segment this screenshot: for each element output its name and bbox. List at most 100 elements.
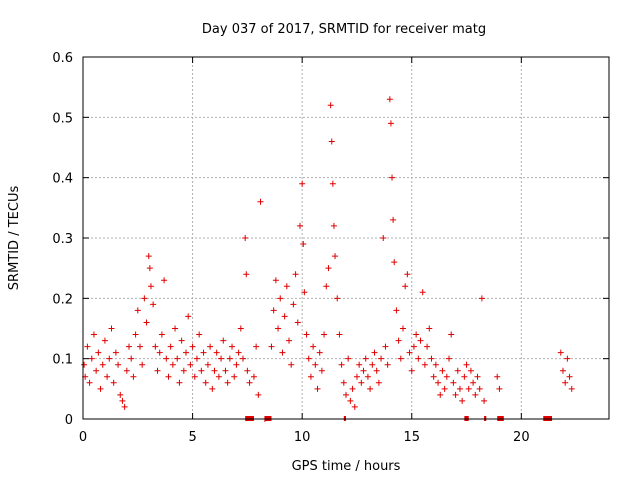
data-point <box>187 361 194 368</box>
data-point <box>268 343 275 350</box>
data-point <box>204 361 211 368</box>
data-point <box>134 307 141 314</box>
data-point <box>220 337 227 344</box>
y-tick-label: 0.5 <box>52 111 73 126</box>
data-point <box>340 379 347 386</box>
data-point <box>323 283 330 290</box>
data-point <box>448 331 455 338</box>
data-point <box>406 349 413 356</box>
data-point <box>452 391 459 398</box>
data-point <box>402 283 409 290</box>
data-point <box>404 271 411 278</box>
data-point <box>286 337 293 344</box>
data-point <box>294 319 301 326</box>
data-point <box>257 198 264 205</box>
data-point <box>338 361 345 368</box>
x-axis-ticks: 0 5 10 15 20 <box>79 57 530 445</box>
y-tick-label: 0.6 <box>52 51 73 66</box>
data-point <box>410 343 417 350</box>
data-point <box>387 120 394 127</box>
data-point <box>174 355 181 362</box>
data-point <box>193 355 200 362</box>
data-point <box>415 355 422 362</box>
data-point <box>437 391 444 398</box>
y-tick-label: 0.1 <box>52 353 73 368</box>
x-tick-label: 0 <box>79 430 87 445</box>
data-point <box>290 301 297 308</box>
data-point <box>235 349 242 356</box>
data-point <box>93 367 100 374</box>
data-point <box>391 259 398 266</box>
data-point <box>81 361 88 368</box>
data-point <box>459 397 466 404</box>
data-point <box>198 367 205 374</box>
data-point <box>250 373 257 380</box>
data-point <box>439 367 446 374</box>
y-tick-label: 0.2 <box>52 292 73 307</box>
data-point <box>375 379 382 386</box>
data-point <box>393 307 400 314</box>
x-tick-label: 20 <box>513 430 530 445</box>
data-point <box>97 385 104 392</box>
data-point <box>443 373 450 380</box>
data-point <box>380 235 387 241</box>
data-point <box>158 331 165 338</box>
data-point <box>399 325 406 332</box>
data-point <box>237 325 244 332</box>
data-point <box>367 385 374 392</box>
data-point <box>312 361 319 368</box>
data-point <box>465 385 472 392</box>
data-point <box>417 337 424 344</box>
data-point <box>386 96 393 103</box>
data-point <box>347 397 354 404</box>
data-point <box>371 349 378 356</box>
data-point <box>132 331 139 338</box>
chart-title: Day 037 of 2017, SRMTID for receiver mat… <box>202 22 486 37</box>
data-point <box>147 283 154 290</box>
data-point <box>334 295 341 302</box>
data-point <box>461 373 468 380</box>
data-point <box>353 373 360 380</box>
data-point <box>330 222 337 229</box>
grid-lines <box>83 57 609 419</box>
data-point <box>351 403 358 410</box>
data-point <box>292 271 299 278</box>
data-point <box>356 361 363 368</box>
data-point <box>200 349 207 356</box>
data-point <box>441 385 448 392</box>
data-point <box>397 355 404 362</box>
data-point <box>178 337 185 344</box>
data-point <box>167 343 174 350</box>
data-point <box>163 355 170 362</box>
data-point <box>328 138 335 145</box>
x-tick-label: 10 <box>294 430 311 445</box>
data-point <box>99 361 106 368</box>
y-axis-ticks: 0 0.1 0.2 0.3 0.4 0.5 0.6 <box>52 51 609 428</box>
data-point <box>180 367 187 374</box>
data-point <box>244 367 251 374</box>
data-point <box>253 343 260 350</box>
data-point <box>435 379 442 386</box>
data-point <box>470 379 477 386</box>
data-point <box>169 361 176 368</box>
data-point <box>191 373 198 380</box>
data-point <box>413 331 420 338</box>
x-tick-label: 5 <box>188 430 196 445</box>
data-point <box>146 265 153 272</box>
data-point <box>189 343 196 350</box>
data-point <box>369 361 376 368</box>
data-point <box>384 361 391 368</box>
data-point <box>123 367 130 374</box>
data-point <box>104 373 111 380</box>
data-point <box>329 180 336 187</box>
data-point <box>446 355 453 362</box>
data-point <box>283 283 290 290</box>
data-point <box>568 385 575 392</box>
data-point <box>467 367 474 374</box>
data-point <box>424 343 431 350</box>
data-point <box>121 403 128 410</box>
data-point <box>301 289 308 296</box>
data-point <box>314 385 321 392</box>
data-point <box>246 379 253 386</box>
